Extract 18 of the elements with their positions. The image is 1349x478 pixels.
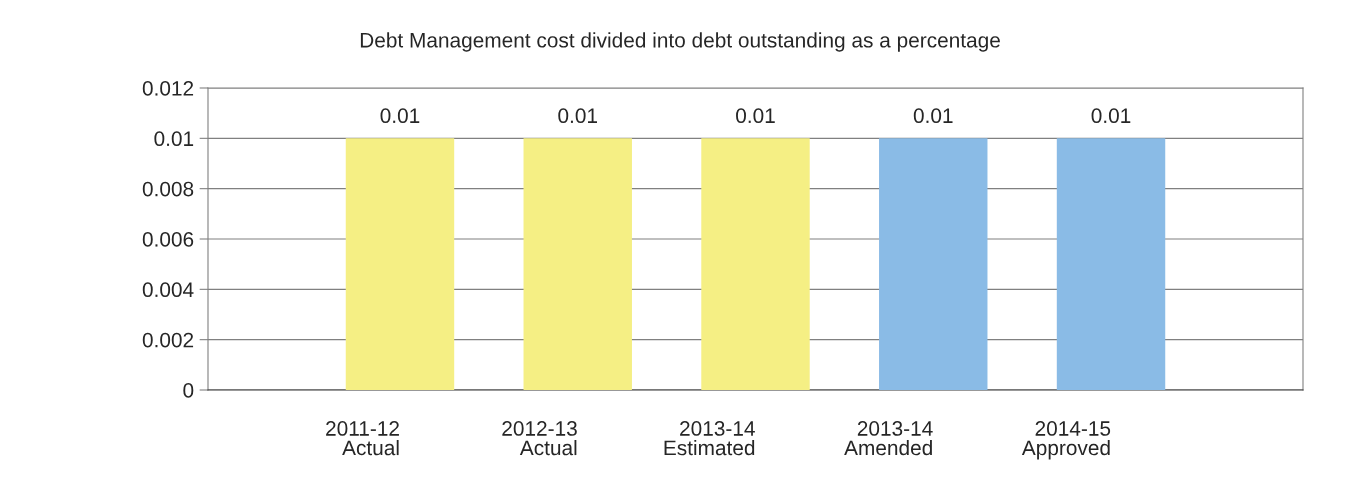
y-tick-label: 0 bbox=[183, 383, 194, 398]
data-label: 0.01 bbox=[736, 108, 775, 124]
x-tick-label: 2014-15 Approved bbox=[1021, 421, 1111, 460]
y-tick-label: 0.008 bbox=[142, 181, 194, 197]
y-tick-label: 0.012 bbox=[142, 81, 194, 96]
y-tick-label: 0.002 bbox=[142, 332, 194, 348]
x-tick-label: 2013-14 Amended bbox=[844, 421, 933, 456]
y-tick-label: 0.01 bbox=[154, 131, 194, 147]
data-label: 0.01 bbox=[913, 108, 953, 124]
data-label: 0.01 bbox=[1091, 108, 1131, 124]
x-tick-label: 2012-13 Actual bbox=[502, 421, 577, 456]
y-tick-label: 0.006 bbox=[142, 232, 194, 247]
data-label: 0.01 bbox=[380, 108, 420, 124]
y-tick-label: 0.004 bbox=[142, 282, 194, 298]
x-tick-label: 2013-14 Estimated bbox=[664, 421, 755, 456]
x-tick-label: 2011-12 Actual bbox=[326, 421, 399, 456]
chart-title: Debt Management cost divided into debt outstanding as a percentage bbox=[360, 32, 1000, 52]
data-label: 0.01 bbox=[558, 108, 597, 124]
